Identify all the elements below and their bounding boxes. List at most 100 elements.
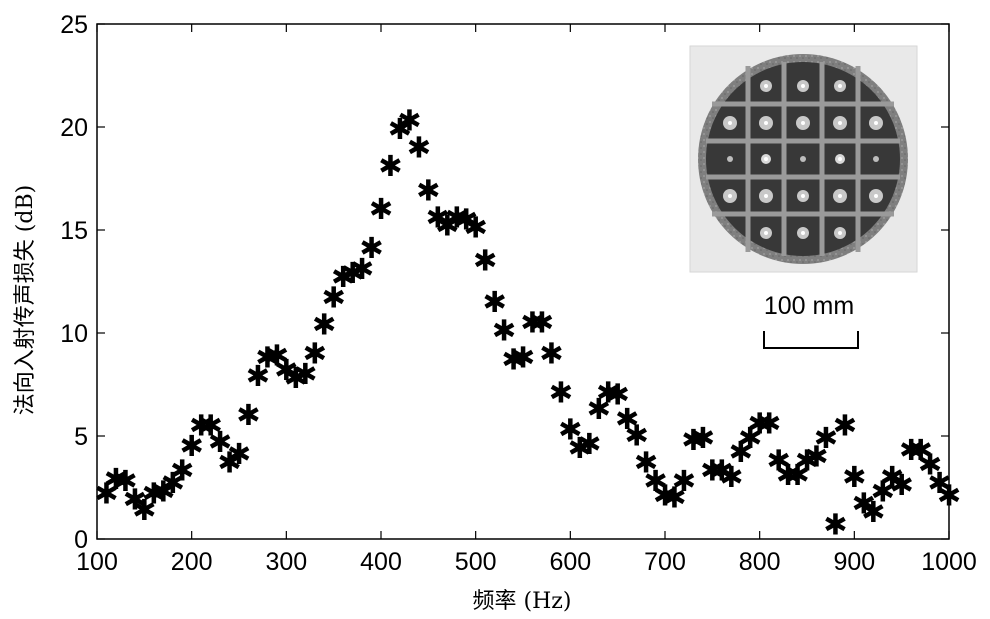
data-point: ✱ (861, 495, 885, 529)
data-point: ✱ (142, 476, 166, 510)
inset-photo (689, 45, 918, 273)
data-point: ✱ (899, 433, 923, 467)
scale-bar-label: 100 mm (764, 292, 854, 320)
data-point: ✱ (312, 307, 336, 341)
data-point: ✱ (473, 244, 497, 278)
x-tick-label: 900 (833, 548, 875, 576)
data-point: ✱ (104, 462, 128, 496)
data-point: ✱ (445, 200, 469, 234)
data-point: ✱ (672, 464, 696, 498)
data-point: ✱ (482, 285, 506, 319)
data-point: ✱ (804, 439, 828, 473)
data-point: ✱ (350, 252, 374, 286)
data-point: ✱ (397, 104, 421, 138)
data-point: ✱ (710, 454, 734, 488)
x-tick-label: 200 (171, 548, 213, 576)
sample-resonators (723, 80, 883, 239)
data-point: ✱ (568, 431, 592, 465)
sample-grid (706, 62, 900, 256)
data-point: ✱ (937, 478, 961, 512)
data-point: ✱ (113, 464, 137, 498)
data-point: ✱ (814, 421, 838, 455)
data-point: ✱ (198, 408, 222, 442)
data-point: ✱ (549, 375, 573, 409)
data-point: ✱ (274, 353, 298, 387)
y-tick-label: 15 (60, 217, 88, 245)
data-point: ✱ (151, 474, 175, 508)
data-point: ✱ (606, 378, 630, 412)
data-point: ✱ (303, 336, 327, 370)
data-point: ✱ (577, 427, 601, 461)
x-tick-label: 800 (739, 548, 781, 576)
data-point: ✱ (340, 256, 364, 290)
data-point: ✱ (530, 305, 554, 339)
axes-frame (96, 23, 950, 540)
data-point: ✱ (748, 406, 772, 440)
data-point: ✱ (388, 112, 412, 146)
data-point: ✱ (738, 421, 762, 455)
data-point: ✱ (795, 443, 819, 477)
data-point: ✱ (454, 202, 478, 236)
data-markers: ✱✱✱✱✱✱✱✱✱✱✱✱✱✱✱✱✱✱✱✱✱✱✱✱✱✱✱✱✱✱✱✱✱✱✱✱✱✱✱✱… (94, 104, 961, 542)
data-point: ✱ (407, 130, 431, 164)
data-point: ✱ (662, 481, 686, 515)
data-point: ✱ (189, 408, 213, 442)
data-point: ✱ (785, 458, 809, 492)
data-point: ✱ (653, 478, 677, 512)
data-point: ✱ (464, 211, 488, 245)
x-tick-labels: 100 200 300 400 500 600 700 800 900 1000 (76, 548, 977, 576)
data-point: ✱ (217, 445, 241, 479)
data-point: ✱ (492, 314, 516, 348)
data-point: ✱ (681, 423, 705, 457)
scale-bar: 100 mm (763, 292, 859, 349)
data-point: ✱ (359, 231, 383, 265)
data-point: ✱ (833, 408, 857, 442)
data-point: ✱ (293, 357, 317, 391)
data-point: ✱ (94, 476, 118, 510)
data-point: ✱ (170, 454, 194, 488)
data-point: ✱ (501, 342, 525, 376)
data-point: ✱ (908, 433, 932, 467)
y-tick-label: 20 (60, 114, 88, 142)
data-point: ✱ (880, 460, 904, 494)
data-point: ✱ (719, 460, 743, 494)
x-tick-label: 600 (549, 548, 591, 576)
x-tick-label: 400 (360, 548, 402, 576)
data-point: ✱ (416, 174, 440, 208)
data-point: ✱ (208, 425, 232, 459)
data-point: ✱ (587, 392, 611, 426)
data-point: ✱ (558, 413, 582, 447)
data-point: ✱ (426, 200, 450, 234)
data-point: ✱ (729, 435, 753, 469)
data-point: ✱ (852, 487, 876, 521)
x-axis-label: 频率 (Hz) (473, 589, 572, 614)
y-tick-label: 5 (74, 423, 88, 451)
data-point: ✱ (435, 209, 459, 243)
data-point: ✱ (265, 338, 289, 372)
y-axis-label: 法向入射传声损失 (dB) (13, 185, 38, 415)
data-point: ✱ (378, 149, 402, 183)
x-tick-label: 1000 (921, 548, 977, 576)
data-point: ✱ (123, 483, 147, 517)
data-point: ✱ (624, 419, 648, 453)
data-point: ✱ (691, 421, 715, 455)
data-point: ✱ (823, 507, 847, 541)
data-point: ✱ (871, 474, 895, 508)
data-point: ✱ (890, 468, 914, 502)
data-point: ✱ (643, 464, 667, 498)
x-tick-label: 700 (644, 548, 686, 576)
data-point: ✱ (161, 466, 185, 500)
data-point: ✱ (180, 429, 204, 463)
data-point: ✱ (842, 460, 866, 494)
y-tick-label: 0 (74, 526, 88, 554)
data-point: ✱ (596, 375, 620, 409)
y-tick-label: 25 (60, 11, 88, 39)
axes (96, 23, 950, 540)
x-tick-label: 300 (265, 548, 307, 576)
data-point: ✱ (634, 445, 658, 479)
data-point: ✱ (284, 361, 308, 395)
data-point: ✱ (615, 402, 639, 436)
data-point: ✱ (776, 458, 800, 492)
data-point: ✱ (322, 281, 346, 315)
